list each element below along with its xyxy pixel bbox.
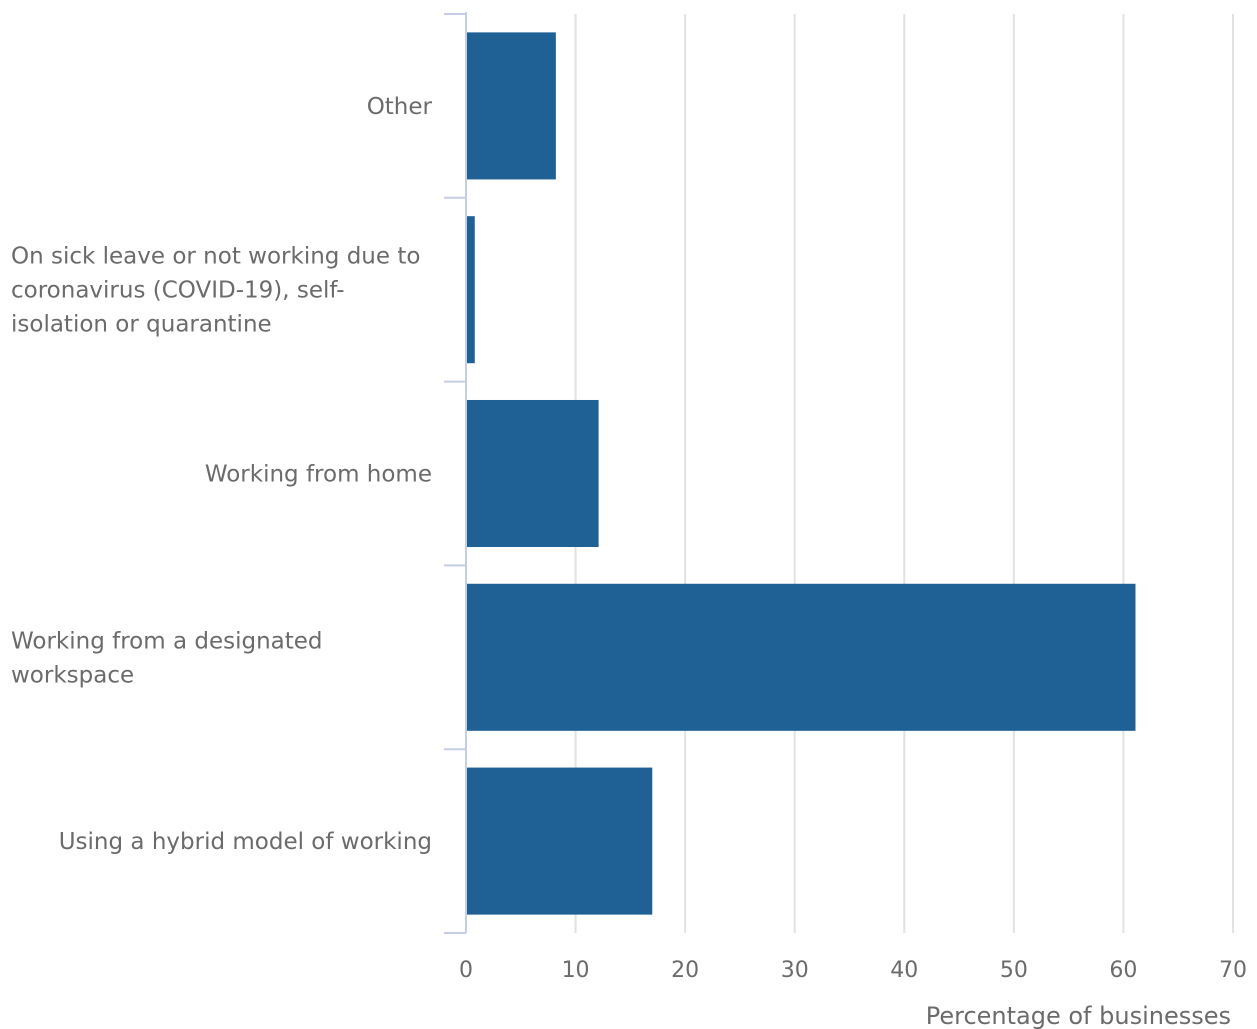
category-label-line: isolation or quarantine <box>11 312 272 338</box>
category-label: Working from home <box>205 462 432 488</box>
x-tick-label: 0 <box>459 958 473 983</box>
x-tick-label: 50 <box>1000 958 1028 983</box>
bars <box>466 32 1136 915</box>
bar <box>466 583 1136 731</box>
category-label-line: Using a hybrid model of working <box>59 829 432 855</box>
x-tick-label: 30 <box>781 958 809 983</box>
x-tick-label: 10 <box>562 958 590 983</box>
bar <box>466 32 556 180</box>
category-label-line: Working from home <box>205 462 432 488</box>
category-labels: Other On sick leave or not working due to… <box>11 94 433 855</box>
grid-lines <box>574 14 1234 933</box>
x-tick-label: 20 <box>671 958 699 983</box>
category-label-line: Working from a designated <box>11 628 323 654</box>
x-tick-label: 40 <box>890 958 918 983</box>
x-tick-label: 70 <box>1219 958 1247 983</box>
category-label: Using a hybrid model of working <box>59 829 432 855</box>
x-axis-title: Percentage of businesses <box>926 1002 1231 1029</box>
value-axis-ticks: 0 10 20 30 40 50 60 70 <box>459 958 1247 983</box>
category-label-line: workspace <box>11 662 134 688</box>
category-axis <box>444 12 467 934</box>
bar <box>466 399 599 548</box>
category-label-line: On sick leave or not working due to <box>11 244 420 270</box>
bar <box>466 767 653 915</box>
category-label: Working from a designated workspace <box>11 628 323 688</box>
category-label-line: Other <box>367 94 433 120</box>
category-label-line: coronavirus (COVID-19), self- <box>11 278 345 304</box>
bar <box>466 216 475 364</box>
category-label: Other <box>367 94 433 120</box>
x-tick-label: 60 <box>1109 958 1137 983</box>
category-label: On sick leave or not working due to coron… <box>11 244 420 338</box>
